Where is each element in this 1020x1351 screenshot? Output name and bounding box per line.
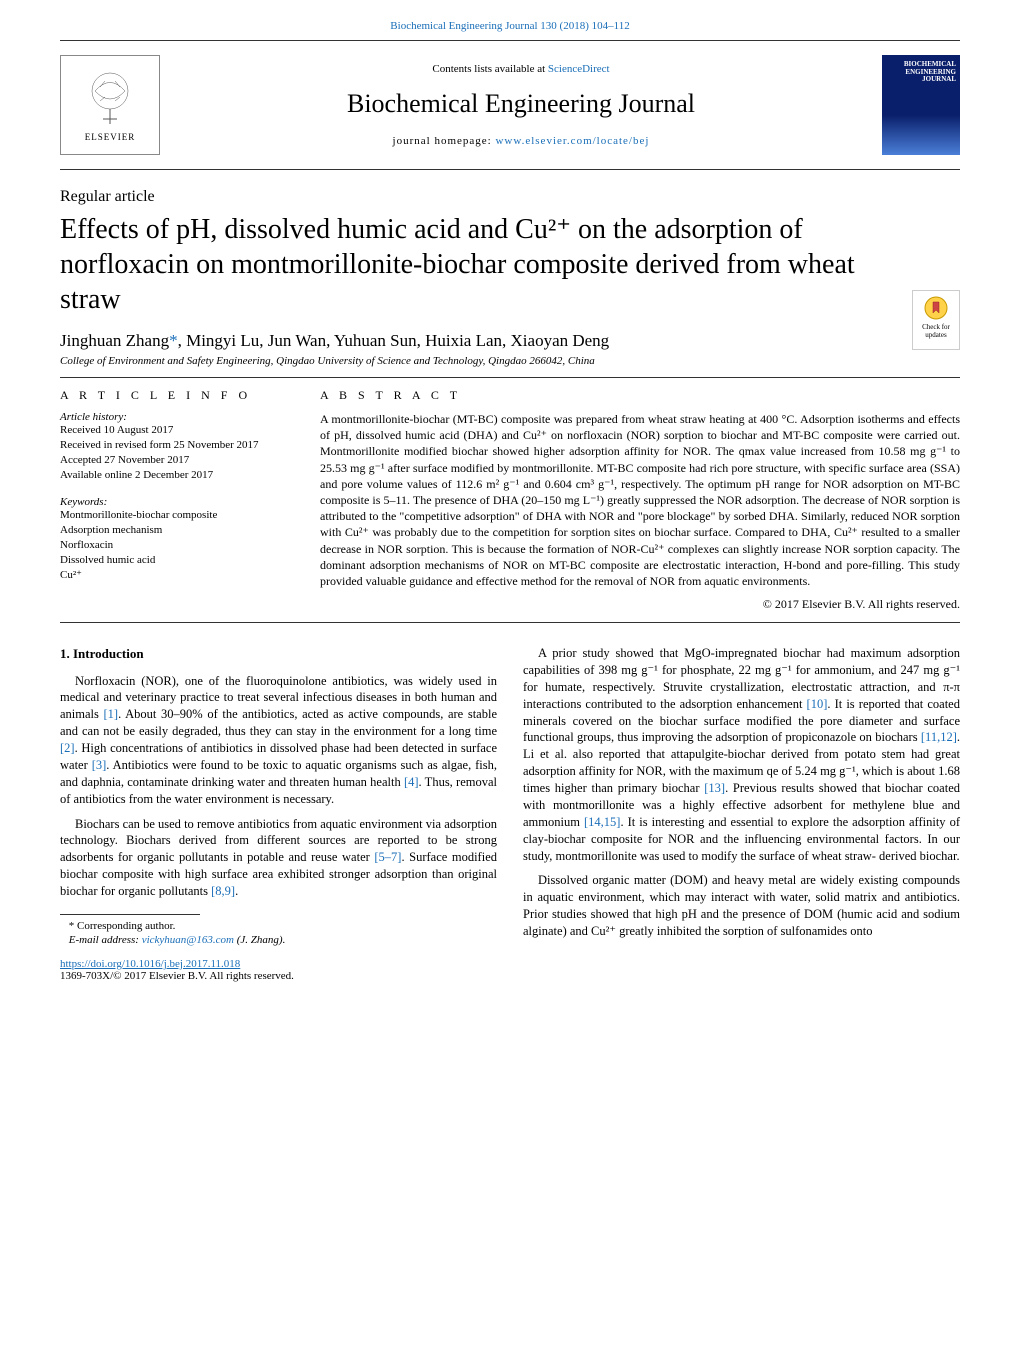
article-title: Effects of pH, dissolved humic acid and …: [60, 212, 960, 317]
keywords-label: Keywords:: [60, 496, 290, 508]
received-date: Received 10 August 2017: [60, 423, 290, 438]
contents-lists: Contents lists available at ScienceDirec…: [180, 63, 862, 75]
intro-para-1: Norfloxacin (NOR), one of the fluoroquin…: [60, 673, 497, 808]
article-info-block: A R T I C L E I N F O Article history: R…: [60, 388, 290, 612]
footnote-separator: [60, 914, 200, 915]
article-info-heading: A R T I C L E I N F O: [60, 388, 290, 403]
corresponding-footnote: * Corresponding author.: [60, 919, 497, 933]
col2-para-1: A prior study showed that MgO-impregnate…: [523, 645, 960, 864]
homepage-link[interactable]: www.elsevier.com/locate/bej: [495, 135, 649, 147]
cite-10[interactable]: [10]: [807, 697, 828, 711]
cite-5-7[interactable]: [5–7]: [374, 850, 401, 864]
copyright-line: © 2017 Elsevier B.V. All rights reserved…: [320, 597, 960, 612]
accepted-date: Accepted 27 November 2017: [60, 453, 290, 468]
body-col-right: A prior study showed that MgO-impregnate…: [523, 645, 960, 948]
journal-header: ELSEVIER Contents lists available at Sci…: [60, 40, 960, 170]
corresponding-email[interactable]: vickyhuan@163.com: [142, 934, 234, 946]
journal-citation-top: Biochemical Engineering Journal 130 (201…: [0, 0, 1020, 40]
body-columns: 1. Introduction Norfloxacin (NOR), one o…: [60, 645, 960, 948]
check-updates-badge[interactable]: Check for updates: [912, 290, 960, 350]
keyword-3: Norfloxacin: [60, 538, 290, 553]
abstract-heading: A B S T R A C T: [320, 388, 960, 403]
authors-line: Jinghuan Zhang*, Mingyi Lu, Jun Wan, Yuh…: [60, 331, 960, 351]
issn-copyright: 1369-703X/© 2017 Elsevier B.V. All right…: [60, 970, 960, 982]
keyword-2: Adsorption mechanism: [60, 523, 290, 538]
header-center: Contents lists available at ScienceDirec…: [160, 63, 882, 147]
journal-cover-thumbnail: BIOCHEMICAL ENGINEERING JOURNAL: [882, 55, 960, 155]
check-updates-label: Check for updates: [917, 323, 955, 339]
email-tail: (J. Zhang).: [234, 934, 285, 946]
footer: https://doi.org/10.1016/j.bej.2017.11.01…: [60, 958, 960, 982]
revised-date: Received in revised form 25 November 201…: [60, 438, 290, 453]
cite-11-12[interactable]: [11,12]: [921, 730, 957, 744]
col2-para-2: Dissolved organic matter (DOM) and heavy…: [523, 872, 960, 940]
abstract-block: A B S T R A C T A montmorillonite-biocha…: [320, 388, 960, 612]
cover-title: BIOCHEMICAL ENGINEERING JOURNAL: [886, 61, 956, 84]
keyword-5: Cu²⁺: [60, 568, 290, 583]
journal-name: Biochemical Engineering Journal: [180, 89, 862, 119]
p2c: .: [235, 884, 238, 898]
email-footnote: E-mail address: vickyhuan@163.com (J. Zh…: [60, 933, 497, 947]
online-date: Available online 2 December 2017: [60, 468, 290, 483]
tree-icon: [75, 69, 145, 129]
keyword-4: Dissolved humic acid: [60, 553, 290, 568]
keyword-1: Montmorillonite-biochar composite: [60, 508, 290, 523]
keywords-block: Keywords: Montmorillonite-biochar compos…: [60, 496, 290, 582]
journal-homepage: journal homepage: www.elsevier.com/locat…: [180, 135, 862, 147]
homepage-label: journal homepage:: [393, 135, 496, 147]
article-history-label: Article history:: [60, 411, 290, 423]
abstract-text: A montmorillonite-biochar (MT-BC) compos…: [320, 411, 960, 589]
elsevier-logo: ELSEVIER: [60, 55, 160, 155]
info-abstract-row: A R T I C L E I N F O Article history: R…: [60, 388, 960, 612]
rule-bottom: [60, 622, 960, 623]
doi-link[interactable]: https://doi.org/10.1016/j.bej.2017.11.01…: [60, 958, 240, 970]
bookmark-icon: [924, 295, 948, 321]
contents-prefix: Contents lists available at: [432, 63, 547, 75]
body-col-left: 1. Introduction Norfloxacin (NOR), one o…: [60, 645, 497, 948]
p1b: . About 30–90% of the antibiotics, acted…: [60, 707, 497, 738]
affiliation: College of Environment and Safety Engine…: [60, 355, 960, 367]
intro-para-2: Biochars can be used to remove antibioti…: [60, 816, 497, 900]
cite-8-9[interactable]: [8,9]: [211, 884, 235, 898]
cite-1[interactable]: [1]: [104, 707, 119, 721]
authors-text: Jinghuan Zhang*, Mingyi Lu, Jun Wan, Yuh…: [60, 331, 609, 350]
cite-4[interactable]: [4]: [404, 775, 419, 789]
cite-2[interactable]: [2]: [60, 741, 75, 755]
cite-3[interactable]: [3]: [92, 758, 107, 772]
email-label: E-mail address:: [69, 934, 142, 946]
article-type: Regular article: [60, 188, 960, 206]
cite-13[interactable]: [13]: [704, 781, 725, 795]
publisher-name: ELSEVIER: [85, 133, 136, 142]
cite-14-15[interactable]: [14,15]: [584, 815, 620, 829]
intro-heading: 1. Introduction: [60, 645, 497, 663]
rule-top: [60, 377, 960, 378]
corresponding-marker: *: [169, 331, 178, 350]
sciencedirect-link[interactable]: ScienceDirect: [548, 63, 610, 75]
